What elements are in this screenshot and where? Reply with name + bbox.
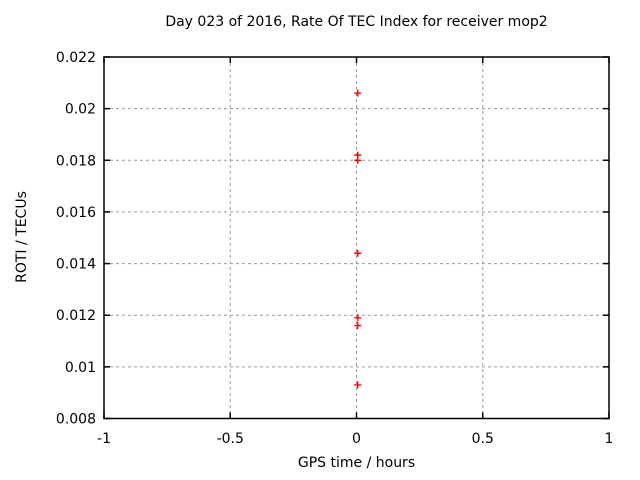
data-point-marker <box>354 249 362 257</box>
y-tick-label: 0.01 <box>65 360 96 376</box>
chart-title: Day 023 of 2016, Rate Of TEC Index for r… <box>165 14 548 30</box>
data-point-marker <box>354 314 362 322</box>
data-point-marker <box>354 381 362 389</box>
y-tick-label: 0.018 <box>56 153 96 169</box>
data-point-marker <box>354 322 362 330</box>
y-tick-label: 0.022 <box>56 50 96 66</box>
y-tick-label: 0.014 <box>56 257 96 273</box>
y-tick-label: 0.02 <box>65 102 96 118</box>
x-axis-label: GPS time / hours <box>297 455 416 471</box>
x-tick-label: -1 <box>97 431 111 447</box>
data-point-marker <box>354 156 362 164</box>
y-tick-label: 0.008 <box>56 412 96 428</box>
x-tick-label: 0.5 <box>472 431 494 447</box>
x-tick-label: -0.5 <box>217 431 244 447</box>
x-tick-label: 0 <box>352 431 361 447</box>
data-point-marker <box>354 89 362 97</box>
y-tick-label: 0.016 <box>56 205 96 221</box>
x-tick-label: 1 <box>605 431 614 447</box>
y-tick-label: 0.012 <box>56 308 96 324</box>
